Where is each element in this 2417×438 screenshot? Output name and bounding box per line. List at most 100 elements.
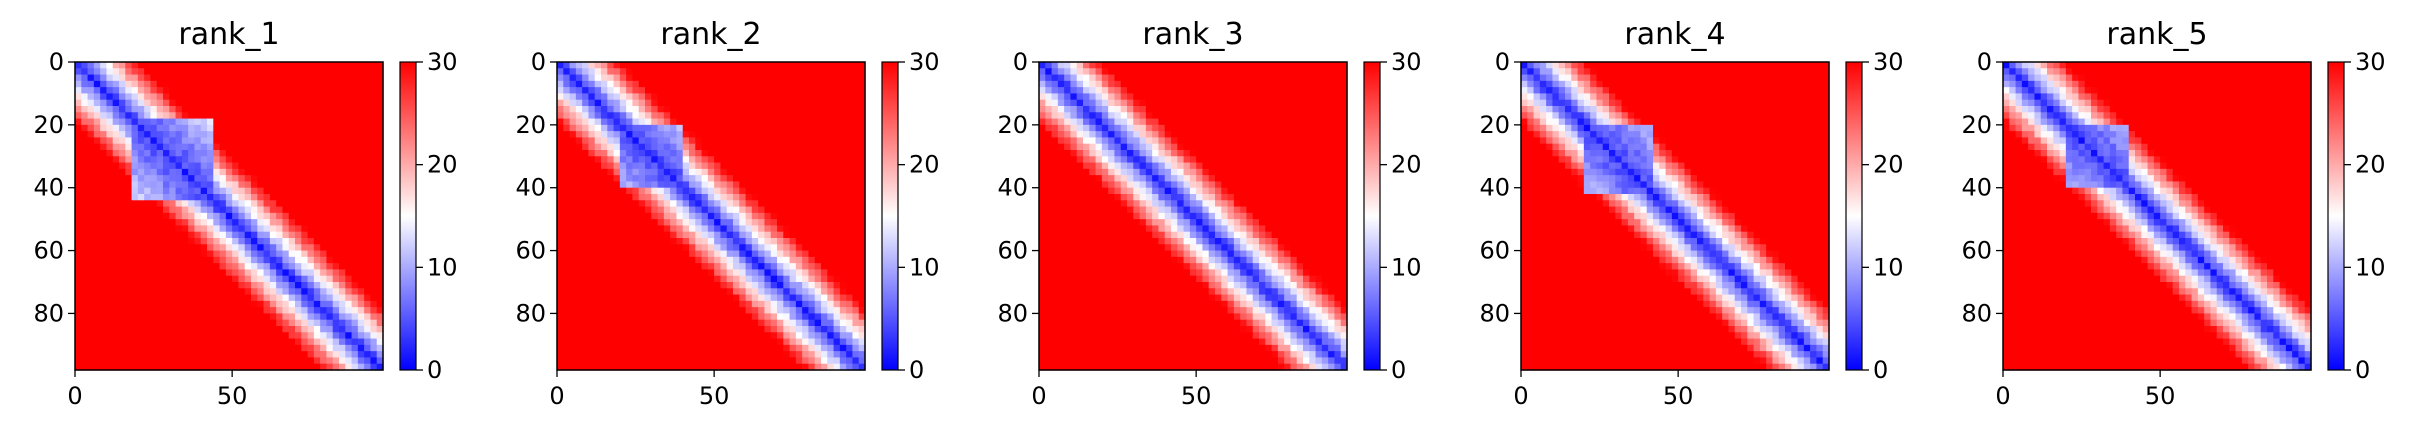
heatmap-cell <box>269 200 277 208</box>
heatmap-cell <box>714 282 722 289</box>
heatmap-cell <box>557 99 564 107</box>
heatmap-cell <box>626 93 634 101</box>
heatmap-cell <box>557 225 564 233</box>
heatmap-cell <box>313 62 321 69</box>
heatmap-cell <box>313 300 321 308</box>
heatmap-cell <box>795 319 803 327</box>
heatmap-cell <box>808 294 816 302</box>
heatmap-cell <box>745 225 753 233</box>
heatmap-cell <box>106 288 114 296</box>
heatmap-cell <box>858 99 866 107</box>
heatmap-cell <box>594 68 602 76</box>
heatmap-cell <box>695 168 703 176</box>
heatmap-cell <box>295 244 302 252</box>
heatmap-cell <box>200 357 208 365</box>
heatmap-cell <box>770 99 778 107</box>
heatmap-cell <box>726 219 734 227</box>
heatmap-cell <box>213 300 221 308</box>
heatmap-cell <box>100 357 108 365</box>
heatmap-cell <box>839 200 847 208</box>
heatmap-cell <box>626 282 634 289</box>
heatmap-cell <box>802 156 810 164</box>
heatmap-cell <box>251 124 258 132</box>
heatmap-cell <box>751 338 759 346</box>
heatmap-cell <box>332 269 340 277</box>
heatmap-cell <box>814 256 822 264</box>
heatmap-cell <box>345 338 353 346</box>
heatmap-cell <box>657 313 665 321</box>
heatmap-cell <box>839 244 847 252</box>
heatmap-cell <box>144 200 152 208</box>
heatmap-cell <box>808 80 816 88</box>
heatmap-cell <box>257 106 265 113</box>
heatmap-cell <box>645 194 652 201</box>
heatmap-cell <box>601 231 608 239</box>
heatmap-cell <box>194 175 202 183</box>
heatmap-cell <box>751 106 759 113</box>
heatmap-cell <box>1202 74 1210 82</box>
heatmap-cell <box>751 256 759 264</box>
heatmap-cell <box>588 124 596 132</box>
heatmap-cell <box>827 99 835 107</box>
heatmap-cell <box>821 269 828 277</box>
heatmap-cell <box>370 357 378 365</box>
heatmap-cell <box>301 250 309 258</box>
heatmap-cell <box>632 143 640 151</box>
heatmap-cell <box>676 219 684 227</box>
heatmap-cell <box>582 363 590 371</box>
heatmap-cell <box>232 194 240 201</box>
heatmap-cell <box>376 68 384 76</box>
heatmap-cell <box>339 150 346 157</box>
heatmap-cell <box>714 181 722 189</box>
heatmap-cell <box>575 269 583 277</box>
heatmap-cell <box>814 131 822 139</box>
heatmap-cell <box>339 319 346 327</box>
heatmap-cell <box>276 231 284 239</box>
heatmap-cell <box>720 62 728 69</box>
heatmap-cell <box>833 200 841 208</box>
heatmap-cell <box>313 250 321 258</box>
heatmap-cell <box>332 319 340 327</box>
heatmap-cell <box>777 219 784 227</box>
heatmap-cell <box>81 62 89 69</box>
heatmap-cell <box>137 150 145 157</box>
heatmap-cell <box>169 294 177 302</box>
heatmap-cell <box>345 319 353 327</box>
heatmap-cell <box>150 326 158 333</box>
heatmap-cell <box>707 363 715 371</box>
heatmap-cell <box>288 244 296 252</box>
heatmap-cell <box>1057 68 1065 76</box>
heatmap-cell <box>295 282 302 289</box>
heatmap-cell <box>657 181 665 189</box>
heatmap-cell <box>739 332 747 340</box>
heatmap-cell <box>213 62 221 69</box>
heatmap-cell <box>821 319 828 327</box>
heatmap-cell <box>626 206 634 214</box>
heatmap-cell <box>733 300 740 308</box>
heatmap-cell <box>582 74 590 82</box>
heatmap-cell <box>112 206 120 214</box>
heatmap-cell <box>295 307 302 315</box>
heatmap-cell <box>601 99 608 107</box>
heatmap-cell <box>276 307 284 315</box>
heatmap-cell <box>651 162 659 170</box>
heatmap-cell <box>188 143 196 151</box>
heatmap-cell <box>563 62 571 69</box>
heatmap-cell <box>307 181 315 189</box>
heatmap-cell <box>751 244 759 252</box>
heatmap-cell <box>569 99 577 107</box>
heatmap-cell <box>663 124 671 132</box>
heatmap-cell <box>175 74 183 82</box>
heatmap-cell <box>607 87 615 95</box>
heatmap-cell <box>846 212 854 220</box>
heatmap-cell <box>169 181 177 189</box>
heatmap-cell <box>682 93 690 101</box>
heatmap-cell <box>733 143 740 151</box>
heatmap-cell <box>682 118 690 126</box>
heatmap-cell <box>307 351 315 359</box>
heatmap-cell <box>364 206 372 214</box>
heatmap-cell <box>219 300 227 308</box>
heatmap-cell <box>188 250 196 258</box>
heatmap-cell <box>726 175 734 183</box>
heatmap-cell <box>150 313 158 321</box>
